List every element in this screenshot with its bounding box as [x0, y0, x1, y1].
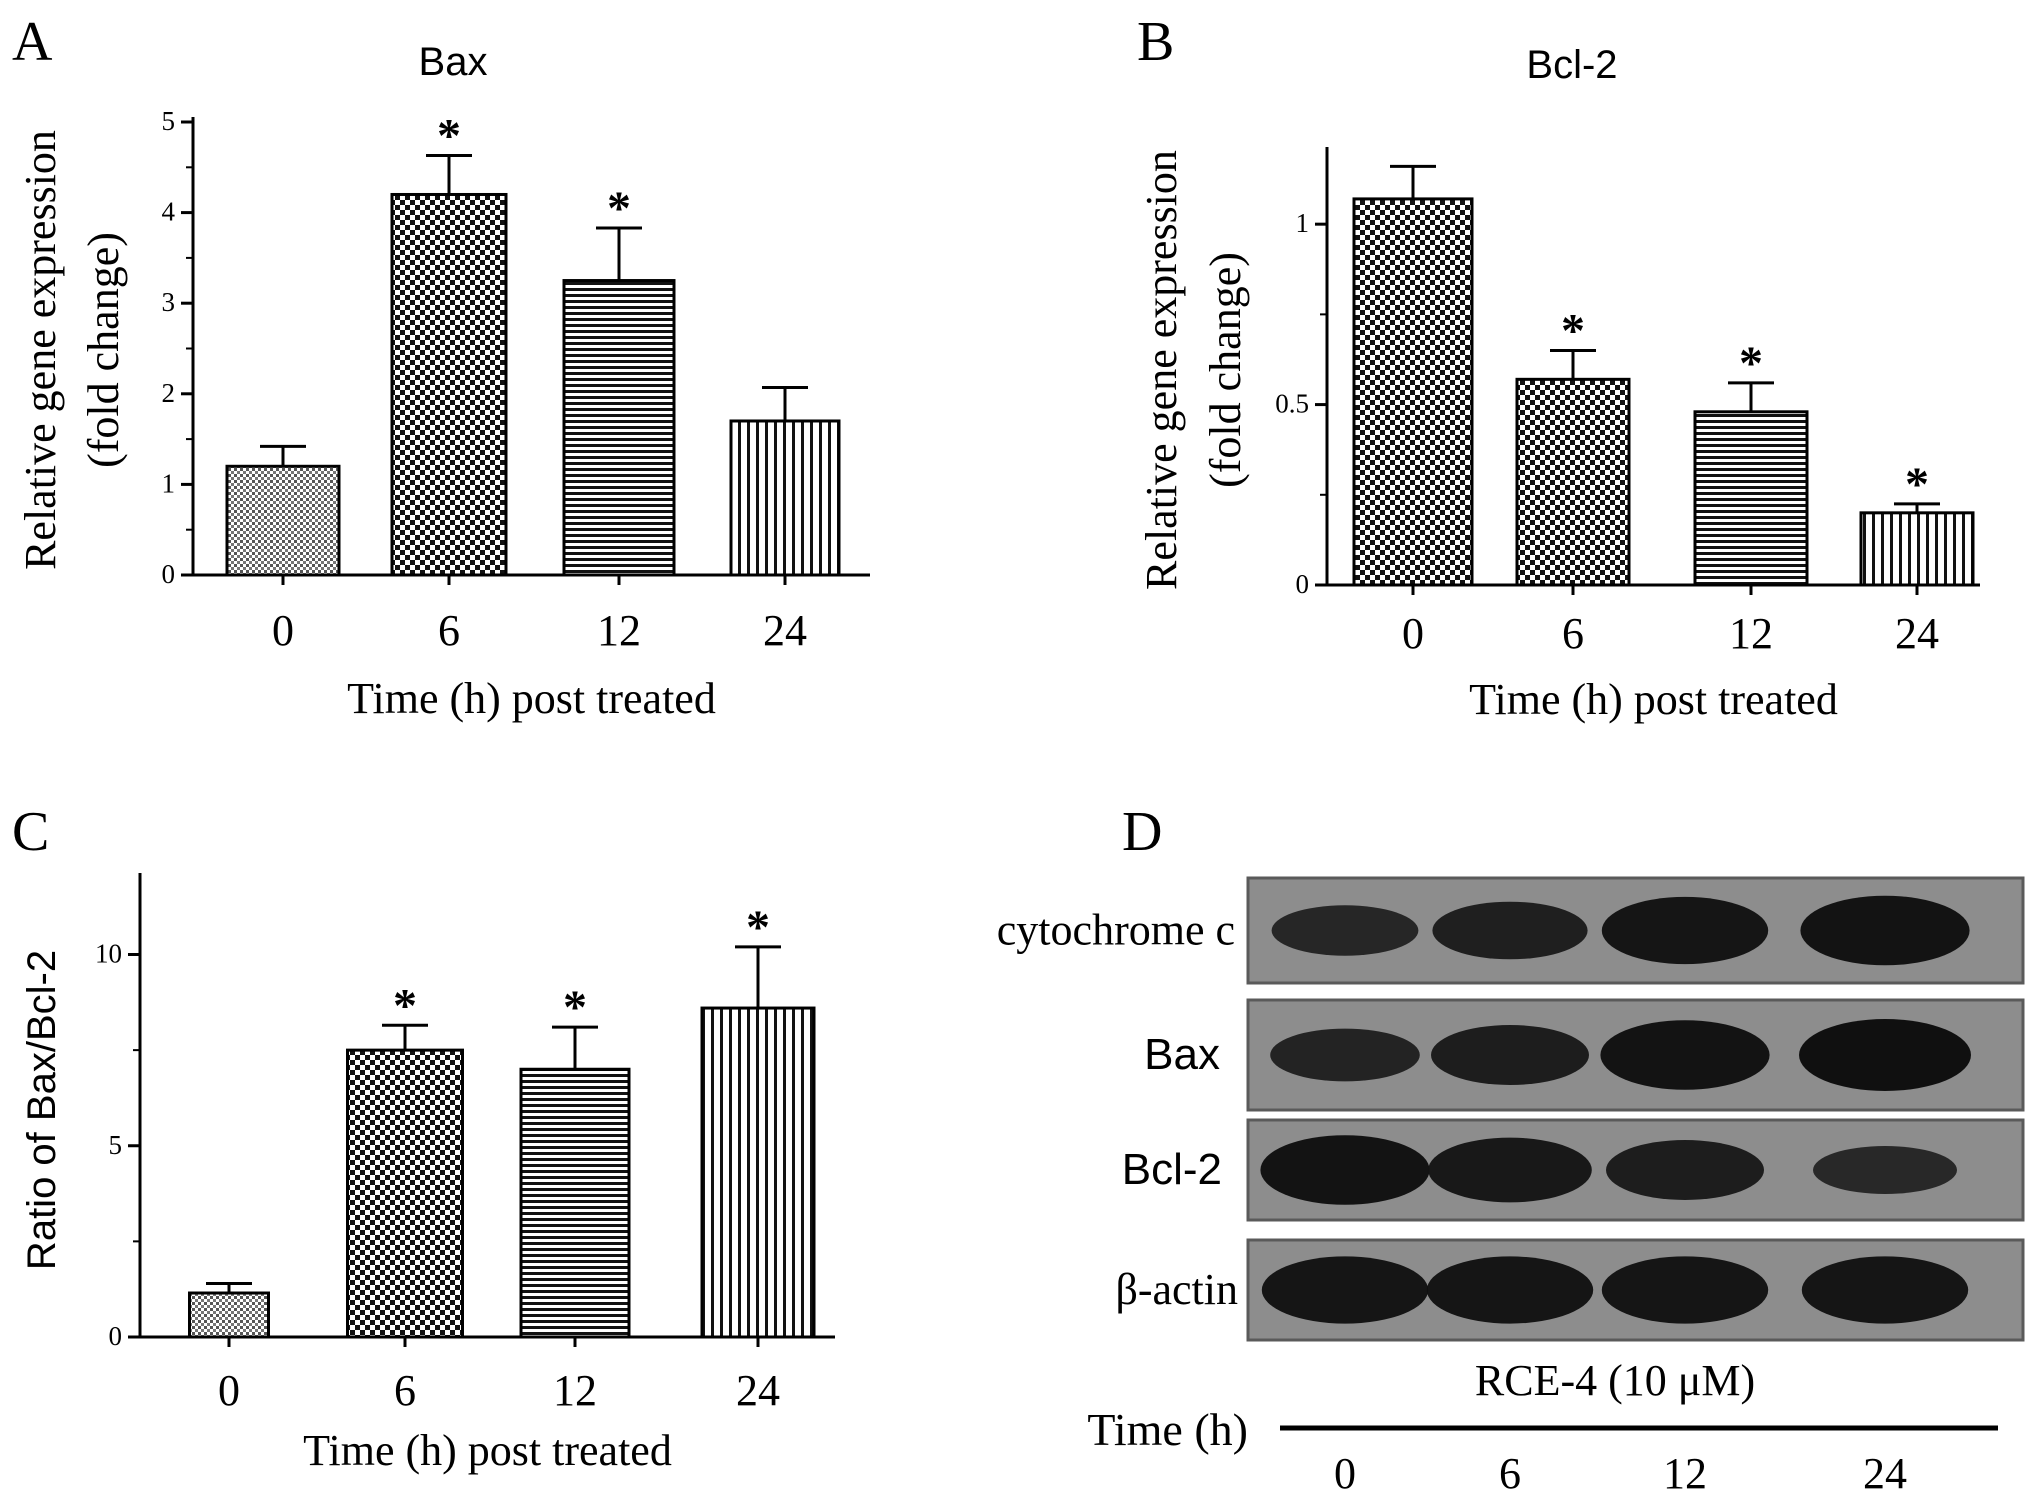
blot-row-label: β-actin — [1115, 1265, 1238, 1314]
y-tick-label: 0 — [109, 1321, 123, 1351]
y-tick-label: 10 — [95, 939, 122, 969]
blot-band — [1601, 1256, 1769, 1324]
x-axis-label: Time (h) post treated — [347, 674, 716, 723]
blot-row-label: cytochrome c — [997, 906, 1235, 955]
panel-label-d: D — [1122, 801, 1162, 863]
y-tick-label: 2 — [162, 378, 176, 408]
x-tick-label: 12 — [1729, 609, 1773, 658]
bar — [1693, 410, 1809, 587]
y-tick-label: 5 — [109, 1130, 123, 1160]
bar — [1515, 377, 1631, 587]
bar — [390, 192, 508, 577]
significance-marker: * — [607, 182, 631, 235]
blot-band — [1600, 1020, 1770, 1090]
blot-band — [1271, 905, 1419, 956]
blot-band — [1799, 1019, 1971, 1091]
panel-label-c: C — [12, 801, 49, 863]
bar — [346, 1048, 464, 1339]
x-tick-label: 12 — [553, 1366, 597, 1415]
lane-label: 6 — [1499, 1449, 1521, 1498]
blot-band — [1432, 901, 1588, 960]
blot-band — [1801, 1256, 1969, 1324]
bar — [225, 464, 341, 577]
western-blot: cytochrome c Bax Bcl-2 β-actin RCE-4 (10 μM)… — [997, 876, 2025, 1498]
x-tick-label: 6 — [1562, 609, 1584, 658]
time-label: Time (h) — [1087, 1404, 1248, 1455]
treatment-label: RCE-4 (10 μM) — [1475, 1356, 1755, 1405]
y-tick-label: 4 — [162, 197, 176, 227]
y-tick-label: 1 — [1296, 208, 1310, 238]
y-axis-label: (fold change) — [1201, 252, 1250, 488]
x-tick-label: 0 — [218, 1366, 240, 1415]
chart-title: Bax — [419, 40, 488, 84]
y-tick-label: 5 — [162, 106, 176, 136]
significance-marker: * — [746, 901, 770, 954]
chart-bcl2: Bcl-2 0 * 6 * 12 * 24 0 0.5 1 Time (h) post treated… — [1137, 43, 1980, 724]
blot-band — [1813, 1146, 1957, 1194]
blot-band — [1800, 895, 1970, 966]
x-tick-label: 24 — [763, 606, 807, 655]
chart-title: Bcl-2 — [1526, 43, 1617, 87]
x-tick-label: 0 — [1402, 609, 1424, 658]
y-tick-label: 0 — [1296, 569, 1310, 599]
x-tick-label: 24 — [1895, 609, 1939, 658]
bar — [700, 1006, 816, 1339]
x-tick-label: 0 — [272, 606, 294, 655]
bar — [562, 279, 676, 577]
y-axis-label: Relative gene expression — [16, 130, 65, 570]
bar — [519, 1067, 631, 1339]
y-tick-label: 1 — [162, 468, 176, 498]
blot-band — [1426, 1256, 1594, 1324]
y-tick-label: 0.5 — [1275, 389, 1309, 419]
y-axis-label: Ratio of Bax/Bcl-2 — [20, 950, 64, 1270]
bar — [188, 1291, 270, 1339]
x-tick-label: 12 — [597, 606, 641, 655]
y-tick-label: 0 — [162, 559, 176, 589]
blot-band — [1260, 1135, 1430, 1205]
lane-label: 12 — [1663, 1449, 1707, 1498]
panel-label-b: B — [1137, 11, 1174, 73]
lane-label: 0 — [1334, 1449, 1356, 1498]
blot-row-label: Bcl-2 — [1122, 1145, 1222, 1194]
blot-row-label: Bax — [1144, 1030, 1220, 1079]
bar — [1859, 511, 1975, 587]
bar — [1352, 197, 1474, 587]
significance-marker: * — [393, 979, 417, 1032]
x-tick-label: 6 — [394, 1366, 416, 1415]
panel-label-a: A — [12, 11, 53, 73]
blot-band — [1261, 1256, 1429, 1324]
chart-ratio: 0 * 6 * 12 * 24 0 5 10 Time (h) post treated Ratio … — [20, 873, 835, 1475]
x-tick-label: 24 — [736, 1366, 780, 1415]
significance-marker: * — [1561, 304, 1585, 357]
significance-marker: * — [1905, 458, 1929, 511]
x-axis-label: Time (h) post treated — [1469, 675, 1838, 724]
significance-marker: * — [1739, 337, 1763, 390]
x-tick-label: 6 — [438, 606, 460, 655]
significance-marker: * — [563, 981, 587, 1034]
y-axis-label: Relative gene expression — [1137, 150, 1186, 590]
lane-label: 24 — [1863, 1449, 1907, 1498]
blot-band — [1601, 896, 1769, 965]
significance-marker: * — [437, 110, 461, 163]
blot-band — [1270, 1028, 1420, 1082]
blot-band — [1428, 1137, 1592, 1203]
y-tick-label: 3 — [162, 287, 176, 317]
blot-band — [1431, 1025, 1589, 1085]
bar — [729, 419, 841, 577]
blot-band — [1606, 1140, 1764, 1200]
y-axis-label: (fold change) — [79, 232, 128, 468]
x-axis-label: Time (h) post treated — [303, 1426, 672, 1475]
